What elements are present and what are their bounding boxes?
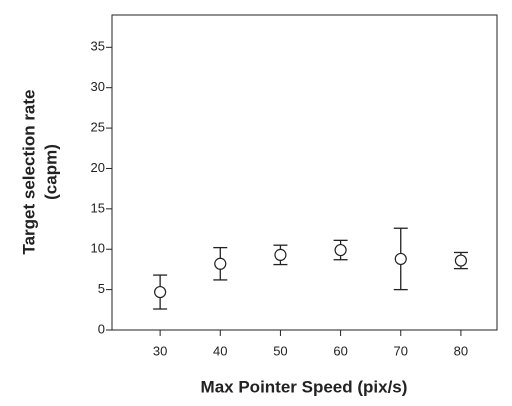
x-tick-label: 50: [273, 343, 287, 358]
y-axis-label: (capm): [41, 144, 60, 200]
data-point: [394, 252, 407, 266]
data-point: [154, 285, 167, 299]
y-tick-label: 15: [91, 200, 105, 215]
y-tick-label: 20: [91, 160, 105, 175]
y-tick-label: 10: [91, 241, 105, 256]
y-tick-label: 30: [91, 79, 105, 94]
data-point: [334, 243, 347, 257]
x-tick-label: 30: [153, 343, 167, 358]
data-point: [214, 257, 227, 270]
y-tick-label: 5: [98, 281, 105, 296]
y-tick-label: 0: [98, 321, 105, 336]
x-axis-label: Max Pointer Speed (pix/s): [201, 377, 408, 396]
x-tick-label: 70: [394, 343, 408, 358]
x-tick-label: 60: [333, 343, 347, 358]
y-tick-label: 35: [91, 39, 105, 54]
data-point: [274, 248, 287, 261]
y-tick-label: 25: [91, 120, 105, 135]
x-tick-label: 80: [454, 343, 468, 358]
x-tick-label: 40: [213, 343, 227, 358]
plot-frame: [111, 14, 498, 331]
data-point: [454, 254, 468, 267]
y-axis-label: Target selection rate: [19, 89, 38, 254]
